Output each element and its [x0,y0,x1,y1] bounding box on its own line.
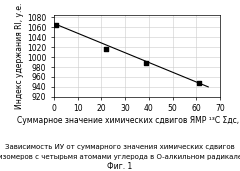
Point [104,48,108,51]
Y-axis label: Индекс удержания RI, у.е.: Индекс удержания RI, у.е. [15,3,24,109]
Point [197,82,201,85]
Text: Зависимость ИУ от суммарного значения химических сдвигов: Зависимость ИУ от суммарного значения хи… [5,144,235,150]
Text: Фиг. 1: Фиг. 1 [107,162,133,171]
Text: изомеров с четырьмя атомами углерода в O-алкильном радикале: изомеров с четырьмя атомами углерода в O… [0,154,240,160]
X-axis label: Суммарное значение химических сдвигов ЯМР ¹³С Σдс, м.д.: Суммарное значение химических сдвигов ЯМ… [17,116,240,125]
Point [54,24,58,26]
Point [144,62,148,64]
